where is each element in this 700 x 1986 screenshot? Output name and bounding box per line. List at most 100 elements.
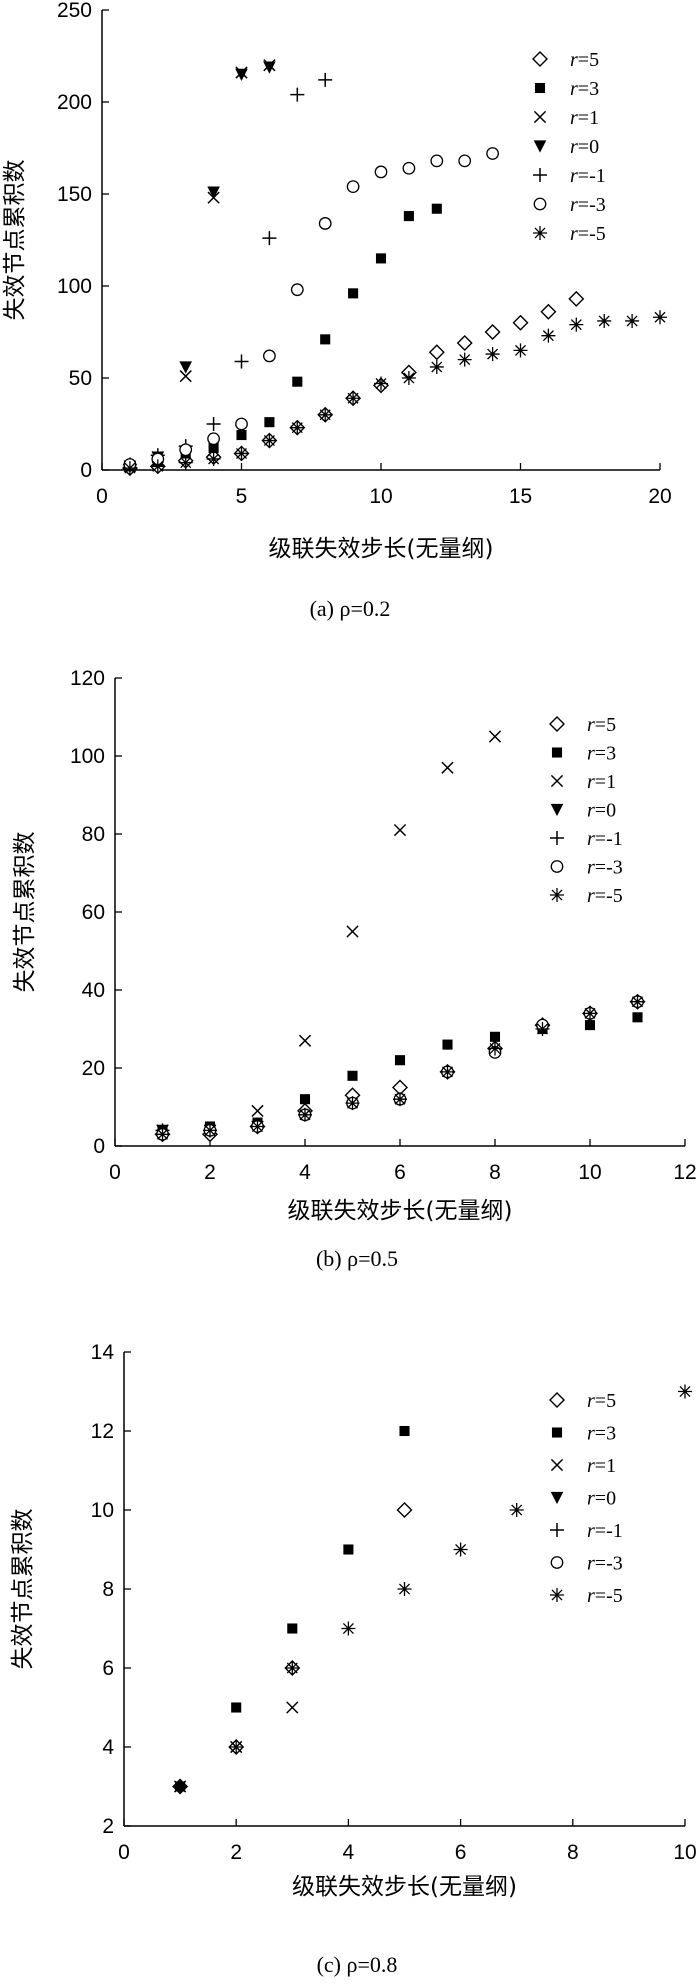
legend-marker [534, 82, 546, 94]
legend-marker [550, 803, 564, 817]
y-tick-label: 60 [82, 901, 105, 924]
legend-label: r=1 [587, 1455, 616, 1477]
data-point [597, 313, 612, 328]
x-tick-label: 15 [509, 485, 532, 508]
y-tick-label: 0 [80, 459, 92, 482]
data-point [394, 1055, 406, 1066]
data-point [453, 1542, 468, 1557]
data-point [206, 417, 221, 431]
legend-label: r=0 [587, 800, 616, 822]
series-r=3 [175, 1425, 410, 1792]
series-r=5 [154, 993, 646, 1143]
x-tick-label: 0 [118, 1841, 130, 1864]
legend-label: r=-3 [587, 1553, 623, 1575]
data-point [207, 432, 220, 446]
data-point [486, 147, 499, 160]
legend-marker [550, 1556, 564, 1569]
data-point [583, 1006, 597, 1021]
data-point [540, 303, 557, 320]
data-point [203, 1123, 217, 1138]
data-point [290, 420, 305, 435]
data-point [347, 1070, 358, 1081]
data-point [341, 1621, 356, 1636]
legend-label: r=-5 [570, 223, 606, 245]
series-r=5 [172, 1502, 413, 1795]
legend-label: r=5 [587, 1390, 616, 1412]
data-point [231, 1702, 242, 1713]
data-point [512, 314, 529, 331]
data-point [298, 1107, 312, 1122]
x-tick-label: 6 [455, 1841, 467, 1864]
data-point [489, 1031, 501, 1042]
series-r=1 [123, 59, 276, 473]
legend-marker [533, 110, 547, 124]
legend-marker [550, 1588, 564, 1602]
x-tick-label: 5 [236, 485, 248, 508]
x-tick-label: 10 [369, 485, 392, 508]
y-axis-title: 失效节点累积数 [2, 160, 28, 321]
legend-label: r=-3 [570, 194, 606, 216]
x-tick-label: 2 [230, 1841, 242, 1864]
data-point [234, 446, 249, 461]
legend-marker [551, 1427, 563, 1438]
data-point [428, 344, 445, 361]
legend-marker [533, 168, 547, 182]
legend-marker [533, 226, 547, 240]
legend-label: r=3 [587, 1423, 616, 1445]
series-r=-3 [156, 995, 644, 1141]
x-axis-title: 级联失效步长(无量纲) [292, 1874, 517, 1900]
series-r=-1 [122, 72, 333, 472]
data-point [568, 290, 585, 307]
data-point [206, 451, 221, 466]
data-point [262, 231, 277, 246]
panel-caption: (b) ρ=0.5 [316, 1246, 398, 1271]
y-tick-label: 120 [70, 667, 105, 690]
x-tick-label: 10 [673, 1841, 696, 1864]
data-point [403, 211, 414, 222]
data-point [458, 154, 472, 168]
data-point [456, 335, 473, 352]
legend-label: r=5 [570, 49, 599, 71]
series-r=5 [121, 290, 585, 477]
data-point [396, 1502, 413, 1518]
data-point [263, 349, 276, 363]
legend-label: r=1 [570, 107, 599, 129]
data-point [292, 376, 303, 387]
x-tick-label: 10 [578, 1161, 601, 1184]
data-point [441, 761, 454, 774]
data-point [485, 347, 500, 362]
legend: r=5 r=3 r=1 r=0 r=-1 r=-3 r=-5 [532, 49, 606, 245]
y-tick-label: 250 [57, 0, 92, 22]
x-tick-label: 6 [394, 1161, 406, 1184]
legend-label: r=-1 [587, 828, 623, 850]
data-point [208, 442, 219, 453]
data-point [346, 180, 360, 194]
data-point [630, 994, 645, 1009]
data-point [179, 361, 192, 374]
data-point [346, 925, 359, 938]
data-point [653, 310, 667, 325]
y-axis-title: 失效节点累积数 [10, 1509, 36, 1670]
x-tick-label: 0 [109, 1161, 121, 1184]
series-r=-5 [173, 1384, 692, 1794]
data-point [375, 253, 387, 264]
panel-caption: (c) ρ=0.8 [317, 1952, 398, 1977]
data-point [402, 161, 416, 175]
series-r=-3 [123, 147, 499, 471]
y-tick-label: 10 [91, 1499, 114, 1522]
panel-caption: (a) ρ=0.2 [310, 596, 391, 621]
x-tick-label: 8 [489, 1161, 501, 1184]
legend-label: r=5 [587, 714, 616, 736]
data-point [234, 354, 249, 369]
x-tick-label: 2 [204, 1161, 216, 1184]
y-axis-title: 失效节点累积数 [12, 832, 38, 993]
data-point [318, 217, 332, 230]
data-point [488, 730, 502, 743]
x-tick-label: 20 [648, 485, 671, 508]
data-point [431, 203, 442, 214]
legend-label: r=0 [587, 1488, 616, 1510]
data-point [541, 328, 556, 343]
data-point [442, 1039, 453, 1050]
legend-marker [533, 140, 547, 153]
data-point [393, 823, 407, 837]
